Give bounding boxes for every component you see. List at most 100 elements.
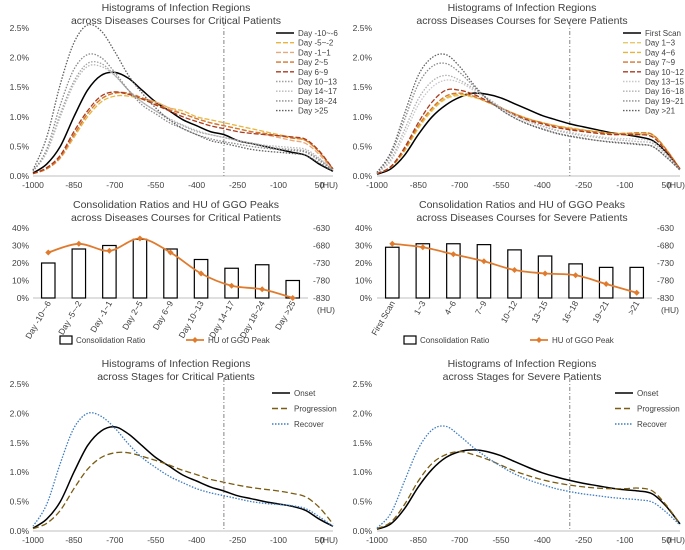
hu-point-5 [167,249,174,256]
series-line-2 [376,450,681,530]
x-tick-label: 50 [661,180,671,190]
y-tick-label: 2.5% [10,379,30,389]
series-line-4 [32,91,334,175]
legend-label: Day 6~9 [298,68,329,77]
x-tick-label: -250 [575,180,592,190]
category-label: Day -5~-2 [56,299,84,337]
legend-label: Day 18~24 [298,97,337,106]
legend-label: Day -10~-6 [298,29,338,38]
hu-point-7 [228,282,235,289]
bar-6 [537,255,553,299]
category-label: 4~6 [442,299,458,317]
chart-title-line: across Diseases Courses for Critical Pat… [71,212,281,224]
series-line-5 [376,88,681,175]
y-tick-label: 0.0% [10,171,30,181]
x-tick-label: -550 [147,180,164,190]
bar-6 [193,258,209,299]
series-line-7 [376,74,681,174]
hu-point-4 [136,235,143,242]
category-label: 1~3 [412,299,428,317]
right-tick-label: -680 [657,241,674,251]
legend-label: Day >25 [298,107,329,116]
x-tick-label: -250 [575,535,592,545]
hu-point-7 [572,272,579,279]
legend-label: Consolidation Ratio [76,336,146,345]
x-tick-label: -1000 [366,535,388,545]
hu-point-1 [45,249,52,256]
y-tick-label: 0.0% [10,526,30,536]
chart-title-line: Consolidation Ratios and HU of GGO Peaks [419,199,625,211]
legend-label: Recover [294,420,324,429]
chart-title-line: across Stages for Severe Patients [443,371,602,383]
hu-point-8 [259,286,266,293]
x-tick-label: 50 [315,180,325,190]
y-tick-label: 1.5% [353,82,373,92]
y-tick-label: 0.5% [353,141,373,151]
legend-label: Day 2~5 [298,58,329,67]
hu-point-6 [198,270,205,277]
legend-label: Day 14~17 [298,87,337,96]
y-tick-label: 2.0% [353,408,373,418]
category-label: 16~18 [560,299,581,325]
y-tick-label: 2.0% [353,53,373,63]
right-tick-label: -780 [657,276,674,286]
category-label: 13~15 [529,299,550,325]
chart-title-line: across Diseases Courses for Severe Patie… [416,212,627,224]
hu-point-6 [542,270,549,277]
chart-title-line: across Stages for Critical Patients [97,371,255,383]
legend-label: Progression [294,405,337,414]
left-tick-label: 0% [360,293,373,303]
series-line-2 [376,94,681,175]
right-axis-unit: (HU) [661,305,679,315]
legend-marker [536,337,542,343]
x-tick-label: -400 [188,180,205,190]
legend-label: First Scan [645,29,681,38]
category-label: 10~12 [499,299,520,325]
chart-title-line: Histograms of Infection Regions [448,358,597,370]
series-line-3 [32,92,334,175]
hu-point-2 [419,244,426,251]
chart-title-line: across Diseases Courses for Critical Pat… [71,15,281,27]
chart-title-line: Histograms of Infection Regions [102,2,251,14]
legend-label: Consolidation Ratio [420,336,490,345]
legend-label: HU of GGO Peak [552,336,615,345]
right-tick-label: -830 [657,293,674,303]
x-tick-label: -550 [492,535,509,545]
category-label: Day 6~9 [151,299,176,332]
category-label: Day -10~-6 [23,299,53,341]
legend-label: Onset [637,389,659,398]
hu-point-5 [511,267,518,273]
hu-point-2 [75,240,82,247]
right-axis-unit: (HU) [317,305,335,315]
series-line-8 [376,62,681,173]
x-tick-label: -700 [451,535,468,545]
y-tick-label: 1.0% [10,467,30,477]
legend-label: Day 19~21 [645,97,684,106]
bar-1 [384,246,400,299]
right-tick-label: -780 [313,276,330,286]
legend-label: Day 10~12 [645,68,684,77]
category-label: Day 2~5 [120,299,145,332]
series-line-1 [376,449,681,530]
combo-panel-2: Consolidation Ratios and HU of GGO Peaks… [355,199,679,345]
x-axis-unit: (HU) [667,535,685,545]
series-line-3 [32,412,334,527]
left-tick-label: 30% [12,241,29,251]
legend-label: Day 1~3 [645,39,676,48]
category-label: Day 14~17 [207,299,236,340]
series-line-3 [376,425,681,529]
hu-point-4 [480,258,487,265]
x-tick-label: -250 [229,535,246,545]
y-tick-label: 1.5% [10,82,30,92]
series-line-8 [32,53,334,172]
left-tick-label: 40% [12,223,29,233]
legend-label: Day 16~18 [645,87,684,96]
left-tick-label: 30% [355,241,372,251]
bar-3 [102,244,117,299]
series-line-2 [32,451,334,530]
x-tick-label: -100 [616,180,633,190]
x-axis-unit: (HU) [667,180,685,190]
